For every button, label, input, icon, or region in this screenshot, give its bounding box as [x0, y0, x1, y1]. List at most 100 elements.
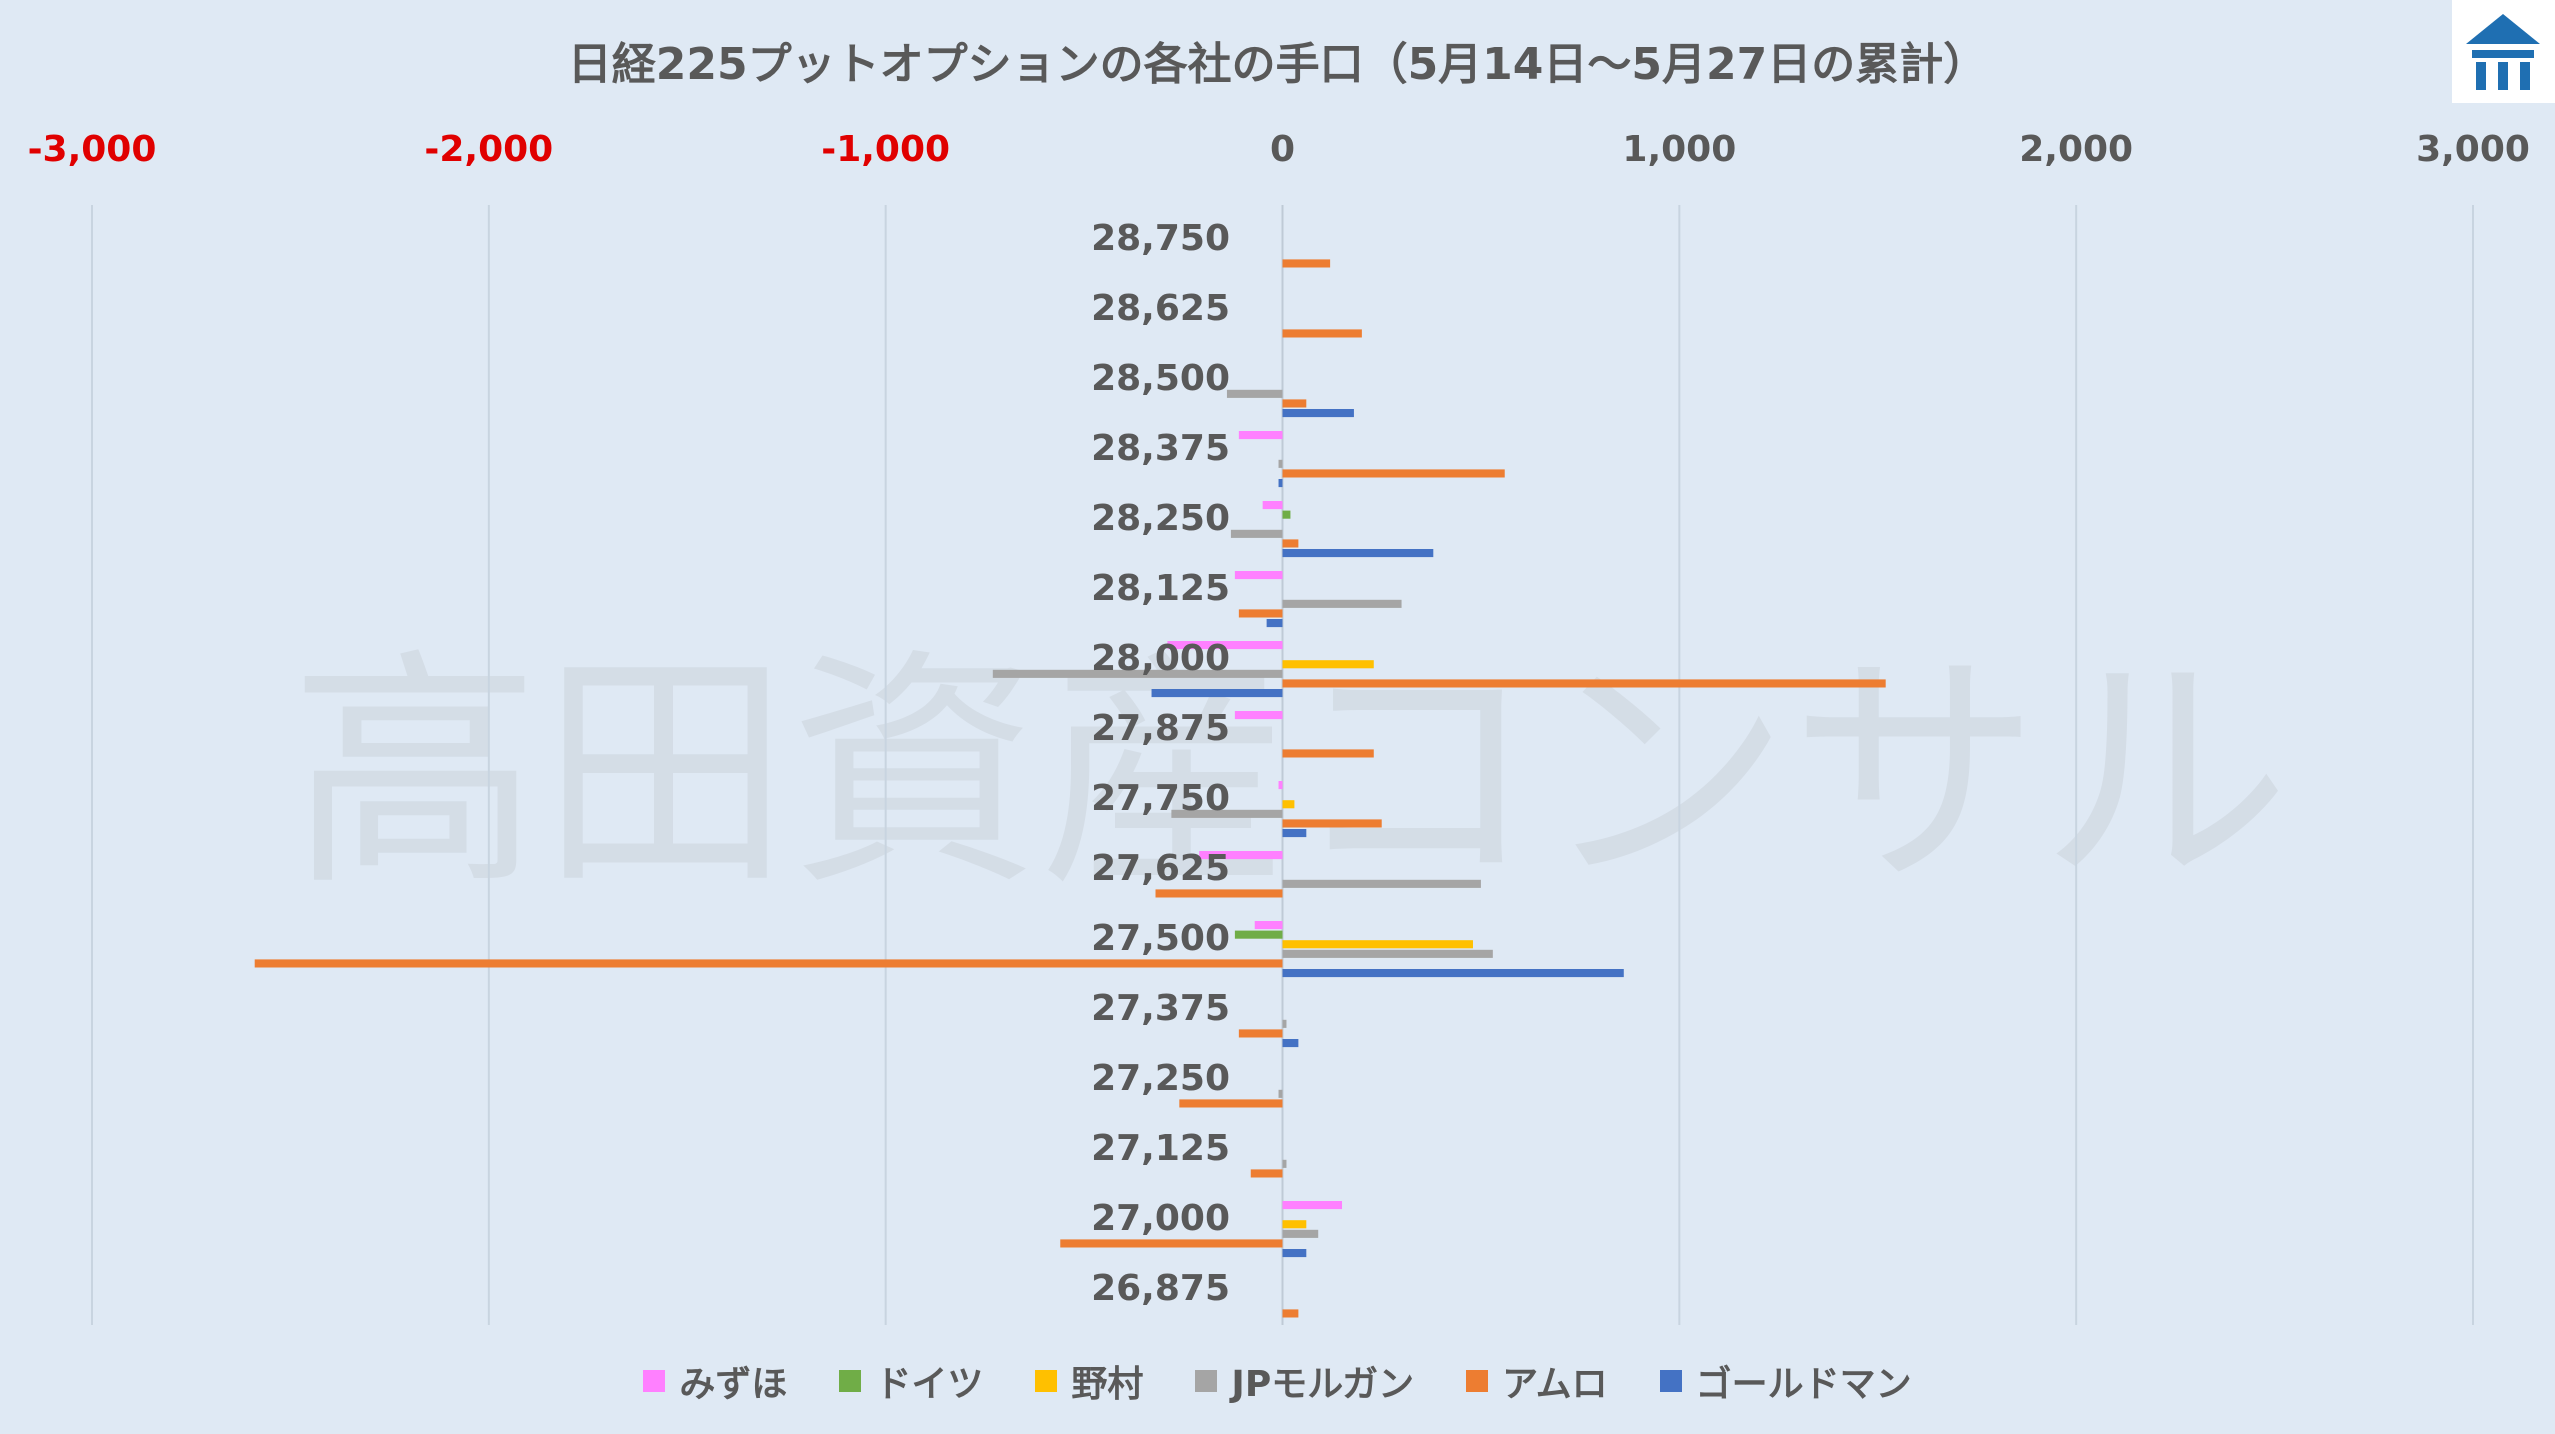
bar-アムロ-27,500 [254, 959, 1283, 968]
bar-JPモルガン-28,500 [1226, 389, 1283, 398]
x-tick-label: 0 [1270, 129, 1295, 170]
y-tick-label: 27,500 [1091, 918, 1230, 959]
bar-ゴールドマン-27,750 [1282, 829, 1307, 838]
bar-アムロ-28,625 [1282, 329, 1362, 338]
bar-みずほ-28,125 [1234, 571, 1283, 580]
legend-label: JPモルガン [1231, 1364, 1415, 1405]
bar-JPモルガン-28,375 [1278, 459, 1283, 468]
bar-みずほ-28,250 [1262, 501, 1283, 510]
x-tick-label: -3,000 [28, 129, 157, 170]
x-tick-label: 1,000 [1622, 129, 1736, 170]
y-tick-label: 26,875 [1091, 1268, 1230, 1309]
bar-ゴールドマン-28,375 [1278, 479, 1283, 488]
bar-アムロ-27,875 [1282, 749, 1374, 758]
bar-みずほ-28,375 [1238, 431, 1283, 440]
legend: みずほ ドイツ 野村 JPモルガン アムロ ゴールドマン [0, 1355, 2555, 1407]
x-axis-ticks: -3,000 -2,000 -1,000 0 1,000 2,000 3,000 [28, 129, 2530, 170]
legend-swatch [839, 1370, 862, 1392]
legend-label: ドイツ [875, 1364, 984, 1405]
bar-JPモルガン-27,375 [1282, 1019, 1287, 1028]
y-tick-label: 27,125 [1091, 1128, 1230, 1169]
y-tick-label: 27,750 [1091, 778, 1230, 819]
bar-ゴールドマン-28,000 [1151, 689, 1283, 698]
bar-アムロ-28,750 [1282, 259, 1331, 268]
bar-野村-28,000 [1282, 660, 1374, 669]
legend-swatch [1195, 1370, 1218, 1392]
bar-野村-27,750 [1282, 800, 1295, 809]
y-tick-label: 27,000 [1091, 1198, 1230, 1239]
bar-アムロ-27,750 [1282, 819, 1382, 828]
bar-ドイツ-27,500 [1234, 930, 1283, 939]
bar-みずほ-27,000 [1282, 1201, 1343, 1210]
legend-label: みずほ [679, 1364, 788, 1405]
bar-JPモルガン-28,250 [1230, 529, 1283, 538]
y-tick-label: 27,250 [1091, 1058, 1230, 1099]
legend-swatch [1035, 1370, 1058, 1392]
bar-JPモルガン-27,625 [1282, 879, 1481, 888]
y-tick-label: 28,000 [1091, 638, 1230, 679]
legend-label: アムロ [1502, 1364, 1608, 1405]
legend-item: ドイツ [839, 1355, 983, 1407]
bar-野村-27,500 [1282, 940, 1473, 949]
bar-ゴールドマン-27,375 [1282, 1039, 1299, 1048]
bar-JPモルガン-28,000 [992, 669, 1283, 678]
bar-JPモルガン-27,125 [1282, 1159, 1287, 1168]
bar-アムロ-27,000 [1060, 1239, 1283, 1248]
legend-swatch [643, 1370, 666, 1392]
y-tick-label: 28,375 [1091, 428, 1230, 469]
legend-label: 野村 [1071, 1364, 1144, 1405]
bar-JPモルガン-27,250 [1278, 1089, 1283, 1098]
bar-アムロ-27,375 [1238, 1029, 1283, 1038]
legend-swatch [1466, 1370, 1489, 1392]
x-tick-label: 3,000 [2416, 129, 2530, 170]
y-axis-ticks: 28,750 28,625 28,500 28,375 28,250 28,125 28,0… [1091, 218, 1230, 1309]
bar-みずほ-27,750 [1278, 781, 1283, 790]
legend-item: みずほ [643, 1355, 787, 1407]
y-tick-label: 27,375 [1091, 988, 1230, 1029]
bar-アムロ-27,125 [1250, 1169, 1283, 1178]
bar-ゴールドマン-27,500 [1282, 969, 1624, 978]
x-tick-label: 2,000 [2019, 129, 2133, 170]
bar-ゴールドマン-27,000 [1282, 1249, 1307, 1258]
chart-title: 日経225プットオプションの各社の手口（5月14日～5月27日の累計） [567, 39, 1988, 90]
watermark-text: 高田資産コンサル [290, 628, 2290, 919]
bar-みずほ-27,500 [1254, 921, 1283, 930]
y-tick-label: 28,500 [1091, 358, 1230, 399]
bar-アムロ-26,875 [1282, 1309, 1299, 1318]
company-logo [2452, 0, 2555, 103]
bar-アムロ-28,375 [1282, 469, 1505, 478]
bar-アムロ-28,000 [1282, 679, 1886, 688]
bar-みずほ-27,625 [1199, 851, 1283, 860]
y-tick-label: 28,750 [1091, 218, 1230, 259]
bar-アムロ-27,625 [1155, 889, 1283, 898]
x-tick-label: -2,000 [424, 129, 553, 170]
legend-item: 野村 [1035, 1355, 1143, 1407]
legend-swatch [1659, 1370, 1682, 1392]
y-tick-label: 28,250 [1091, 498, 1230, 539]
bar-野村-27,000 [1282, 1220, 1307, 1229]
bar-ゴールドマン-28,500 [1282, 409, 1354, 418]
bar-ドイツ-28,250 [1282, 510, 1291, 519]
y-tick-label: 27,625 [1091, 848, 1230, 889]
legend-item: アムロ [1466, 1355, 1608, 1407]
bar-JPモルガン-27,750 [1171, 809, 1283, 818]
watermark: 高田資産コンサル [290, 628, 2290, 919]
bars [254, 259, 1886, 1318]
y-tick-label: 28,125 [1091, 568, 1230, 609]
bar-JPモルガン-27,500 [1282, 949, 1493, 958]
bar-アムロ-28,250 [1282, 539, 1299, 548]
legend-item: ゴールドマン [1659, 1355, 1912, 1407]
bar-JPモルガン-28,125 [1282, 599, 1402, 608]
legend-label: ゴールドマン [1695, 1364, 1912, 1405]
bar-JPモルガン-27,000 [1282, 1229, 1319, 1238]
x-tick-label: -1,000 [821, 129, 950, 170]
bar-ゴールドマン-28,125 [1266, 619, 1283, 628]
y-tick-label: 28,625 [1091, 288, 1230, 329]
y-tick-label: 27,875 [1091, 708, 1230, 749]
bar-みずほ-28,000 [1167, 641, 1283, 650]
bar-アムロ-28,500 [1282, 399, 1307, 408]
bar-みずほ-27,875 [1234, 711, 1283, 720]
legend-item: JPモルガン [1195, 1355, 1414, 1407]
